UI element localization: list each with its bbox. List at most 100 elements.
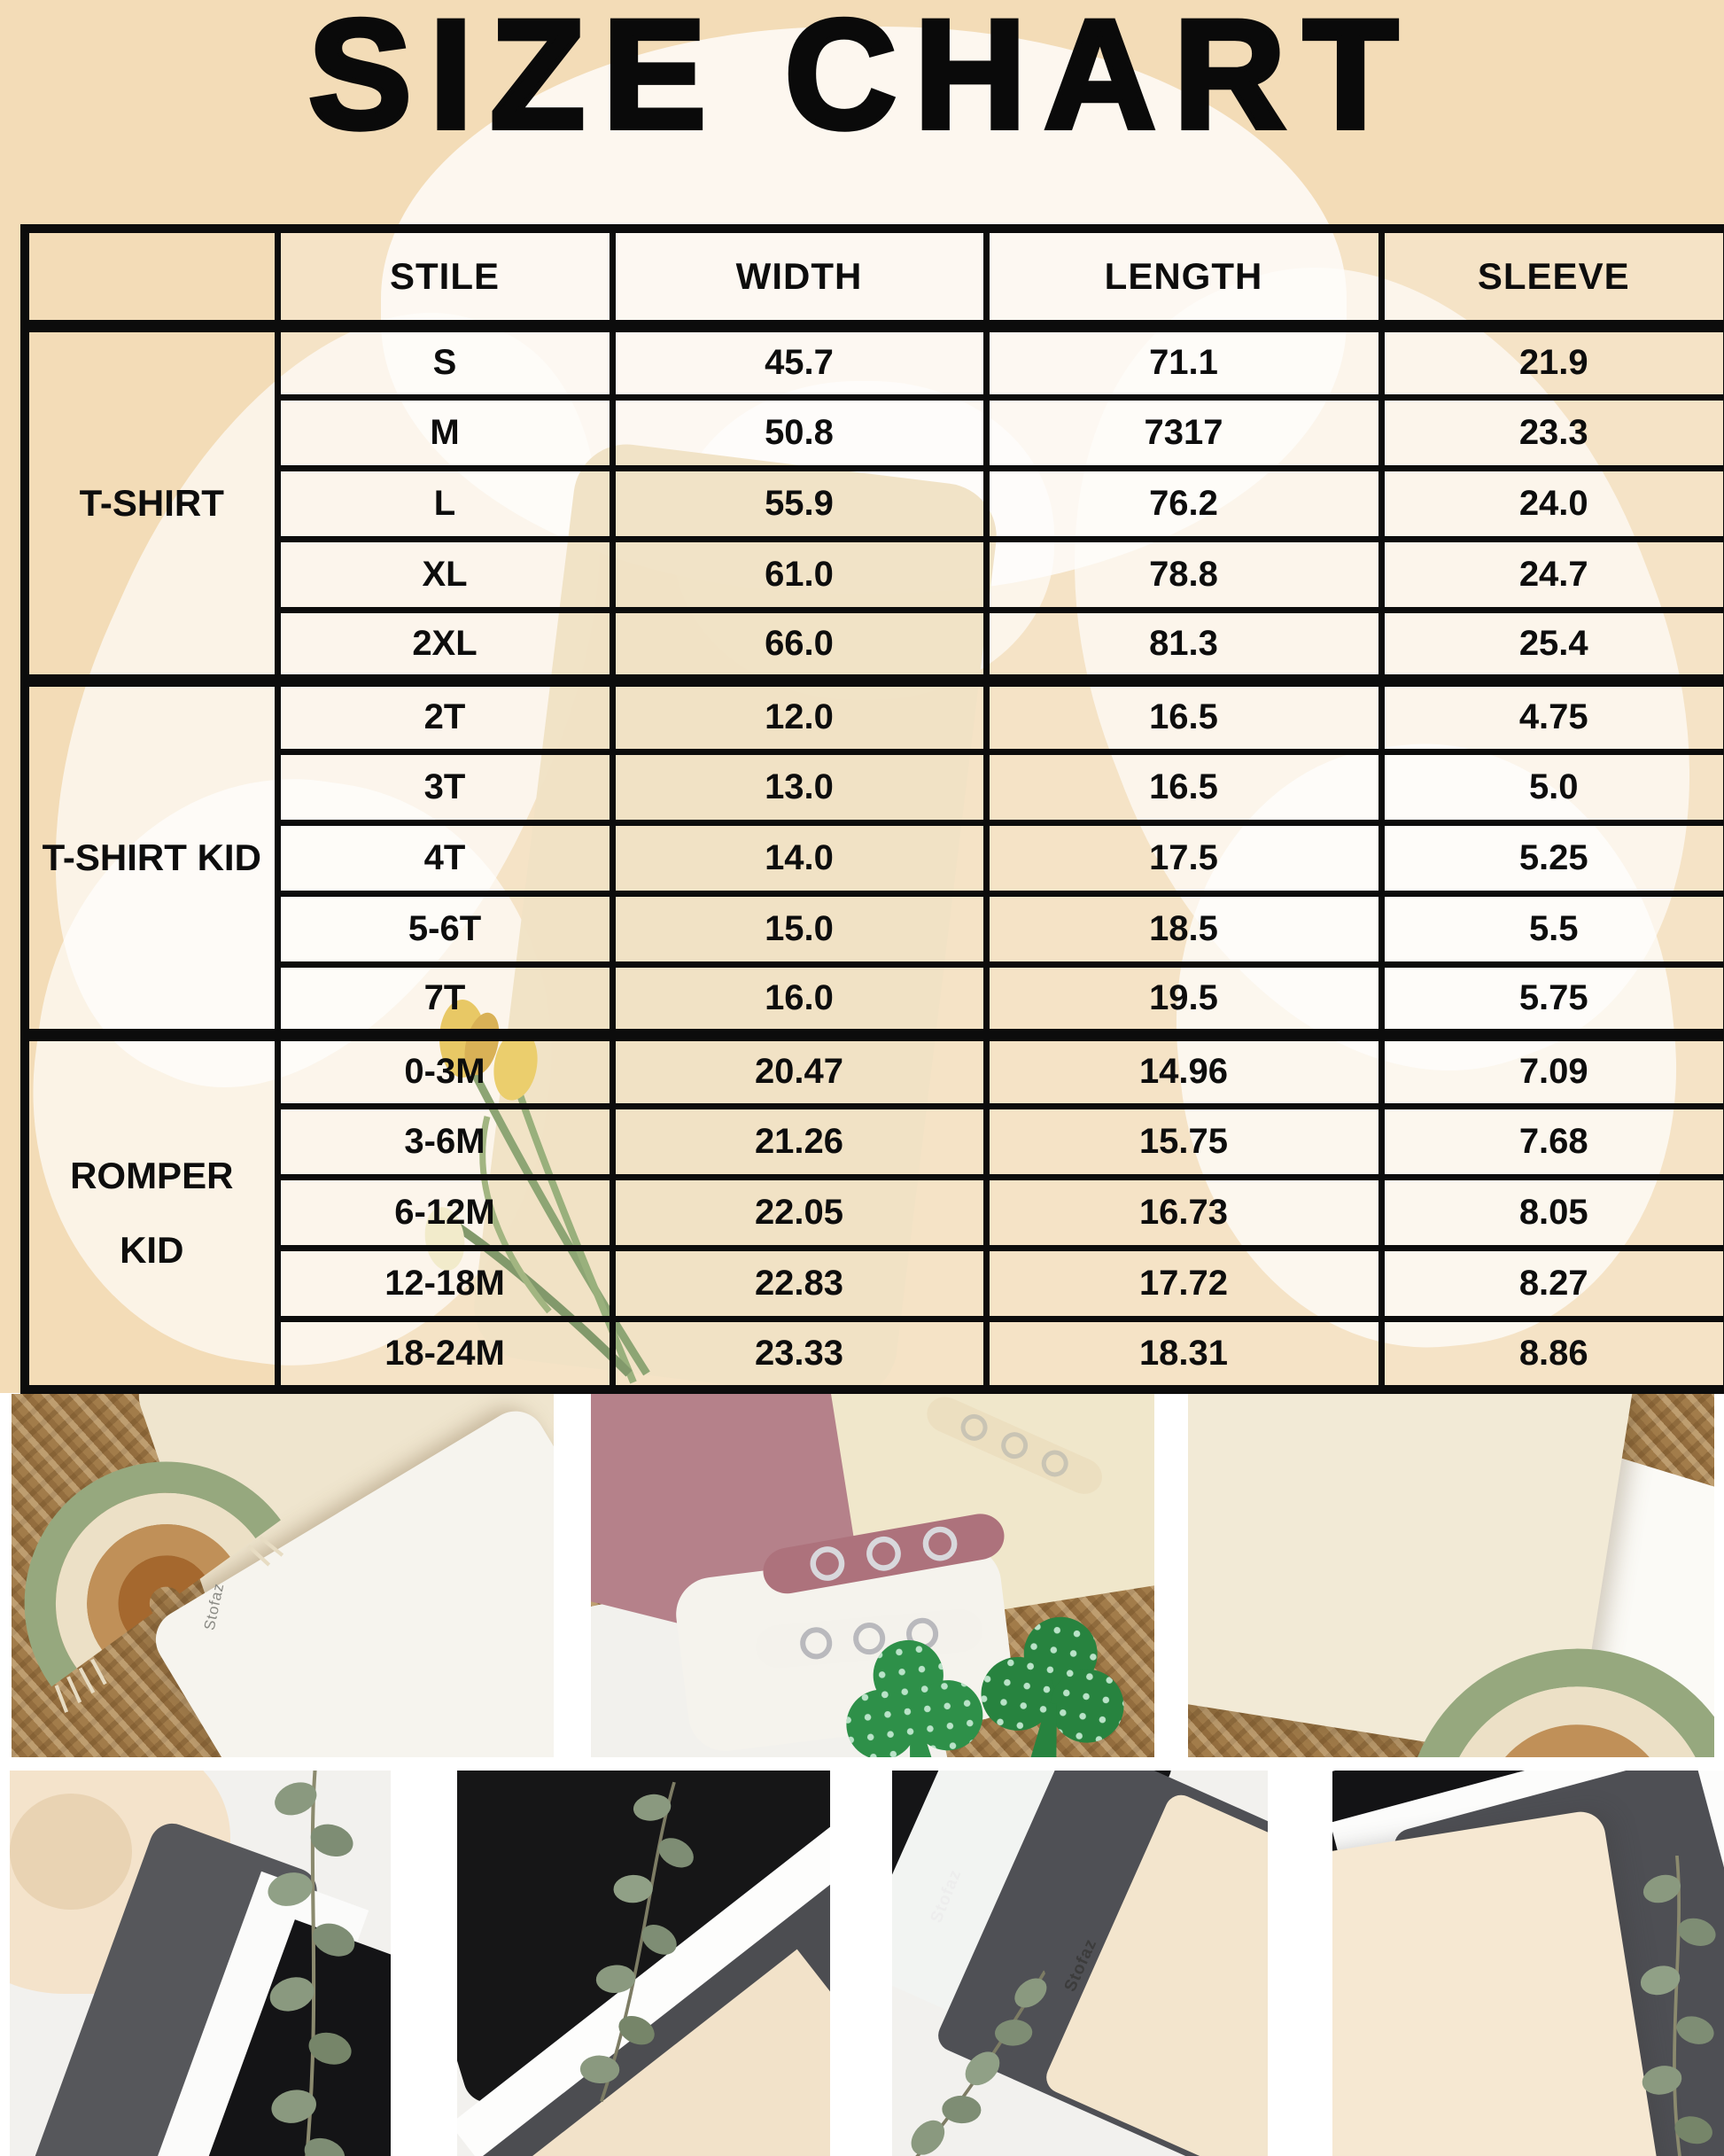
cell-stile: 2XL xyxy=(274,606,616,684)
photo-black-garments-eucalyptus xyxy=(457,1771,830,2156)
photo-cream-tee-layered-eucalyptus xyxy=(1332,1771,1724,2156)
eucalyptus-branch xyxy=(230,1771,383,2156)
cell-length: 7317 xyxy=(982,393,1385,471)
cell-length: 14.96 xyxy=(982,1029,1385,1109)
cell-length: 81.3 xyxy=(982,606,1385,684)
cell-stile: 18-24M xyxy=(274,1315,616,1393)
page-title: SIZE CHART xyxy=(306,0,1416,161)
cell-stile: 3T xyxy=(274,748,616,826)
cell-length: 71.1 xyxy=(982,320,1385,401)
cell-sleeve: 4.75 xyxy=(1378,674,1724,755)
cell-stile: XL xyxy=(274,535,616,613)
header-width: WIDTH xyxy=(609,225,990,330)
group-label-romper-kid: ROMPER KID xyxy=(21,1029,281,1393)
cell-length: 19.5 xyxy=(982,961,1385,1039)
header-stile: STILE xyxy=(274,225,616,330)
cell-length: 15.75 xyxy=(982,1102,1385,1180)
table-row: L 55.9 76.2 24.0 xyxy=(25,464,1724,542)
cell-stile: 0-3M xyxy=(274,1029,616,1109)
cell-length: 16.5 xyxy=(982,748,1385,826)
photo-hoodie-stack-eucalyptus xyxy=(10,1771,391,2156)
cell-width: 22.05 xyxy=(609,1173,990,1251)
cell-stile: 4T xyxy=(274,819,616,897)
cell-sleeve: 5.0 xyxy=(1378,748,1724,826)
cell-sleeve: 7.09 xyxy=(1378,1029,1724,1109)
group-label-tshirt-kid: T-SHIRT KID xyxy=(21,674,281,1039)
table-row: M 50.8 7317 23.3 xyxy=(25,393,1724,471)
cell-length: 18.5 xyxy=(982,890,1385,968)
cell-sleeve: 5.5 xyxy=(1378,890,1724,968)
photo-rompers-snaps-shamrocks xyxy=(591,1394,1154,1757)
eucalyptus-branch xyxy=(1622,1855,1724,2156)
cell-width: 20.47 xyxy=(609,1029,990,1109)
cell-length: 78.8 xyxy=(982,535,1385,613)
cell-width: 15.0 xyxy=(609,890,990,968)
cell-width: 14.0 xyxy=(609,819,990,897)
cell-stile: 2T xyxy=(274,674,616,755)
cell-stile: 3-6M xyxy=(274,1102,616,1180)
header-sleeve: SLEEVE xyxy=(1378,225,1724,330)
table-row: T-SHIRT S 45.7 71.1 21.9 xyxy=(21,320,1724,684)
cell-width: 23.33 xyxy=(609,1315,990,1393)
table-row: 4T 14.0 17.5 5.25 xyxy=(25,819,1724,897)
cell-length: 17.5 xyxy=(982,819,1385,897)
table-row: ROMPER KID 0-3M 20.47 14.96 7.09 xyxy=(21,1029,1724,1393)
cell-stile: 6-12M xyxy=(274,1173,616,1251)
cell-sleeve: 7.68 xyxy=(1378,1102,1724,1180)
cell-sleeve: 23.3 xyxy=(1378,393,1724,471)
cell-stile: M xyxy=(274,393,616,471)
cell-sleeve: 25.4 xyxy=(1378,606,1724,684)
cell-stile: L xyxy=(274,464,616,542)
snap-band-cream xyxy=(916,1394,1111,1508)
cell-sleeve: 21.9 xyxy=(1378,320,1724,401)
table-row: 18-24M 23.33 18.31 8.86 xyxy=(25,1315,1724,1393)
cell-length: 18.31 xyxy=(982,1315,1385,1393)
header-length: LENGTH xyxy=(982,225,1385,330)
cell-sleeve: 24.7 xyxy=(1378,535,1724,613)
table-header-row: STILE WIDTH LENGTH SLEEVE xyxy=(21,225,1724,330)
cell-sleeve: 24.0 xyxy=(1378,464,1724,542)
cell-stile: 7T xyxy=(274,961,616,1039)
photo-folded-tees-brand-tags: Stofaz Stofaz xyxy=(892,1771,1268,2156)
cell-width: 45.7 xyxy=(609,320,990,401)
table-row: 12-18M 22.83 17.72 8.27 xyxy=(25,1244,1724,1322)
cell-width: 66.0 xyxy=(609,606,990,684)
photo-cream-tee-rainbow xyxy=(1188,1394,1714,1757)
cell-sleeve: 8.27 xyxy=(1378,1244,1724,1322)
cell-length: 17.72 xyxy=(982,1244,1385,1322)
cell-width: 61.0 xyxy=(609,535,990,613)
cell-width: 13.0 xyxy=(609,748,990,826)
size-chart-table: STILE WIDTH LENGTH SLEEVE T-SHIRT S 45.7… xyxy=(20,224,1724,1394)
macrame-rainbow-decoration xyxy=(12,1394,312,1720)
cell-length: 16.73 xyxy=(982,1173,1385,1251)
group-label-tshirt: T-SHIRT xyxy=(21,320,281,684)
table-row: 6-12M 22.05 16.73 8.05 xyxy=(25,1173,1724,1251)
shamrock-decoration xyxy=(816,1605,1143,1757)
hood-fold xyxy=(10,1794,132,1910)
cell-width: 50.8 xyxy=(609,393,990,471)
snap-band-mauve xyxy=(757,1504,1012,1607)
table-row: XL 61.0 78.8 24.7 xyxy=(25,535,1724,613)
cell-stile: 12-18M xyxy=(274,1244,616,1322)
photo-cream-garments-rainbow: Stofaz xyxy=(12,1394,554,1757)
cell-length: 76.2 xyxy=(982,464,1385,542)
cell-width: 12.0 xyxy=(609,674,990,755)
cell-length: 16.5 xyxy=(982,674,1385,755)
cell-width: 55.9 xyxy=(609,464,990,542)
cell-sleeve: 5.75 xyxy=(1378,961,1724,1039)
cell-sleeve: 5.25 xyxy=(1378,819,1724,897)
table-row: 5-6T 15.0 18.5 5.5 xyxy=(25,890,1724,968)
table-row: T-SHIRT KID 2T 12.0 16.5 4.75 xyxy=(21,674,1724,1039)
eucalyptus-branch xyxy=(508,1771,773,2123)
macrame-rainbow-decoration xyxy=(1391,1586,1714,1757)
cell-stile: 5-6T xyxy=(274,890,616,968)
header-empty xyxy=(21,225,281,330)
table-row: 3T 13.0 16.5 5.0 xyxy=(25,748,1724,826)
cell-width: 16.0 xyxy=(609,961,990,1039)
table-row: 3-6M 21.26 15.75 7.68 xyxy=(25,1102,1724,1180)
table-row: 2XL 66.0 81.3 25.4 xyxy=(25,606,1724,684)
eucalyptus-branch xyxy=(892,1946,1099,2156)
cell-width: 21.26 xyxy=(609,1102,990,1180)
cell-sleeve: 8.05 xyxy=(1378,1173,1724,1251)
